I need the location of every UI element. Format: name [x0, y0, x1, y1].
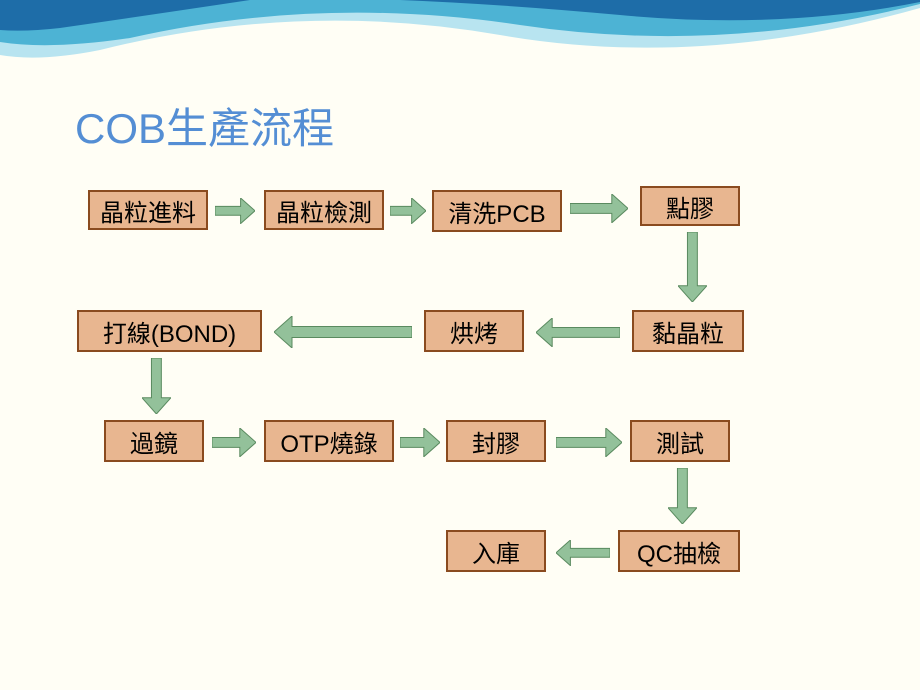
flowchart-node-n9: OTP燒錄	[264, 420, 394, 462]
flowchart-arrow-e1	[215, 198, 255, 224]
flowchart-node-n8: 過鏡	[104, 420, 204, 462]
flowchart-node-n10: 封膠	[446, 420, 546, 462]
flowchart-arrow-e12	[556, 540, 610, 566]
flowchart-node-n4: 點膠	[640, 186, 740, 226]
flowchart-arrow-e3	[570, 194, 628, 223]
flowchart-node-n7: 打線(BOND)	[77, 310, 262, 352]
flowchart-arrow-e2	[390, 198, 426, 224]
flowchart-arrow-e8	[212, 428, 256, 457]
flowchart-arrow-e5	[536, 318, 620, 347]
flowchart-node-n13: 入庫	[446, 530, 546, 572]
flowchart-node-n12: QC抽檢	[618, 530, 740, 572]
flowchart-node-n5: 黏晶粒	[632, 310, 744, 352]
flowchart-node-n11: 測試	[630, 420, 730, 462]
flowchart-arrow-e7	[142, 358, 171, 414]
flowchart-arrow-e9	[400, 428, 440, 457]
flowchart-arrow-e10	[556, 428, 622, 457]
slide-title: COB生產流程	[75, 95, 334, 156]
flowchart-node-n3: 清洗PCB	[432, 190, 562, 232]
flowchart-arrow-e11	[668, 468, 697, 524]
flowchart-arrow-e4	[678, 232, 707, 302]
decorative-wave	[0, 0, 920, 80]
flowchart-arrow-e6	[274, 316, 412, 348]
flowchart-node-n6: 烘烤	[424, 310, 524, 352]
flowchart-node-n2: 晶粒檢測	[264, 190, 384, 230]
flowchart-node-n1: 晶粒進料	[88, 190, 208, 230]
